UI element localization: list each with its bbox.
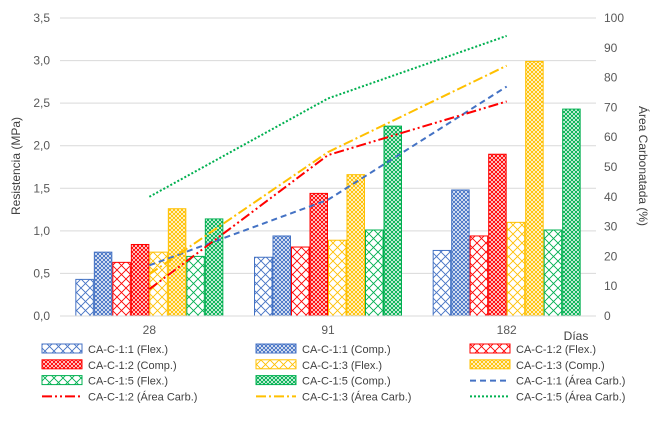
x-ticks: 28 91 182 [143,323,517,337]
legend-swatch [255,375,297,386]
bar [432,249,452,317]
x-tick-label: 28 [143,323,157,337]
legend-label: CA-C-1:3 (Comp.) [516,360,605,372]
y-right-tick-label: 30 [604,220,618,234]
bar [309,192,328,317]
legend-label: CA-C-1:3 (Flex.) [302,360,382,372]
legend-label: CA-C-1:5 (Flex.) [88,376,168,388]
bar [186,255,205,317]
legend-label: CA-C-1:1 (Área Carb.) [516,375,625,388]
x-tick-label: 91 [321,323,335,337]
y-tick-label: 2,0 [33,139,50,153]
legend-swatch [255,359,297,370]
legend-label: CA-C-1:2 (Flex.) [516,344,596,356]
x-axis-title: Días [564,329,589,343]
bar [254,256,273,317]
bar [488,153,507,317]
bar [506,221,526,317]
y-tick-label: 2,5 [33,96,50,110]
legend-swatch [469,359,511,370]
bar [346,174,365,317]
gridlines [60,17,596,274]
y-right-tick-label: 0 [604,309,611,323]
lines [148,34,508,290]
legend-label: CA-C-1:1 (Comp.) [302,344,391,356]
legend-swatch [469,343,511,354]
legend-swatch [41,343,83,354]
bar [291,246,310,317]
series-line [148,100,507,290]
y-right-tick-label: 20 [604,249,618,263]
y-right-tick-label: 70 [604,100,618,114]
y-right-tick-label: 50 [604,160,618,174]
bar [204,218,224,317]
legend-label: CA-C-1:2 (Comp.) [88,360,177,372]
y-right-tick-label: 60 [604,130,618,144]
legend-label: CA-C-1:3 (Área Carb.) [302,390,411,403]
bar [469,235,489,317]
legend: CA-C-1:1 (Flex.) CA-C-1:1 (Comp.) CA-C-1:2… [41,343,625,403]
bar [167,208,187,317]
y-tick-label: 3,0 [33,54,50,68]
y-right-tick-label: 10 [604,279,618,293]
bar [272,235,291,317]
y-tick-label: 3,5 [33,11,50,25]
y-right-tick-label: 80 [604,71,618,85]
bar [75,278,94,317]
bar [562,108,581,317]
legend-swatch [255,343,297,354]
legend-swatch [41,375,83,386]
bar [365,229,384,317]
legend-label: CA-C-1:5 (Área Carb.) [516,390,625,403]
y-tick-label: 1,0 [33,224,50,238]
series-line [148,64,508,276]
x-tick-label: 182 [497,323,517,337]
y-tick-label: 1,5 [33,181,50,195]
y-right-axis-title: Área Carbonatada (%) [636,106,651,226]
y-axis-title: Resistencia (MPa) [9,117,23,215]
bar [328,239,347,317]
bar [451,189,470,317]
bar [93,251,113,317]
legend-label: CA-C-1:2 (Área Carb.) [88,390,197,403]
bar [543,229,563,317]
y-tick-label: 0,5 [33,266,50,280]
y-right-tick-label: 90 [604,41,618,55]
legend-swatch [41,359,83,370]
bar [525,60,544,317]
legend-label: CA-C-1:1 (Flex.) [88,344,168,356]
y-tick-label: 0,0 [33,309,50,323]
bar [112,261,131,317]
y-right-tick-label: 100 [604,11,624,25]
y-right-ticks: 0 10 20 30 40 50 60 70 80 90 100 [604,11,624,323]
legend-label: CA-C-1:5 (Comp.) [302,376,391,388]
bars [75,60,581,317]
y-left-ticks: 0,0 0,5 1,0 1,5 2,0 2,5 3,0 3,5 [33,11,50,323]
bar [130,243,150,317]
bar [149,251,168,317]
series-line [148,34,507,198]
y-right-tick-label: 40 [604,190,618,204]
